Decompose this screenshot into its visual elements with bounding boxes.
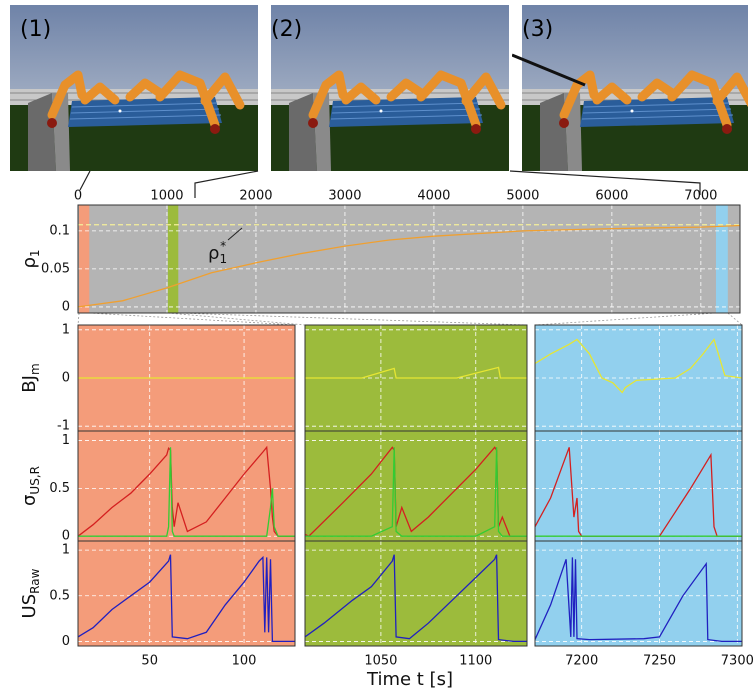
y-axis-label-sub: Raw [28, 568, 42, 593]
figure: (1) (2) (3) 0100020003000400050006000700… [0, 0, 753, 691]
y-axis-label: σUS,R [19, 466, 42, 506]
chart-panel: 0 0.5 1 σUS,R [19, 431, 295, 544]
plot-background [535, 431, 742, 541]
y-tick-label: 0 [62, 371, 70, 386]
x-tick-label: 0 [74, 189, 82, 204]
image-label: (1) [20, 17, 51, 42]
x-tick-label: 7200 [565, 654, 598, 669]
y-axis-label-main: BJ [19, 375, 40, 393]
y-axis-label-main: ρ [19, 257, 40, 268]
highlight-band [168, 205, 178, 313]
image-label: (3) [522, 17, 553, 42]
x-tick-label: 100 [232, 654, 257, 669]
highlight-band [79, 205, 89, 313]
x-tick-label: 7250 [643, 654, 676, 669]
y-axis-label-sub: US,R [28, 466, 42, 495]
y-axis-label-main: US [19, 594, 40, 619]
annotation-sup: * [220, 239, 226, 253]
chart-panel: 1050 1100 Time t [s] [305, 541, 527, 690]
y-tick-label: 0 [62, 634, 70, 649]
x-tick-label: 7000 [684, 189, 717, 204]
y-tick-label: 1 [62, 433, 70, 448]
plot-background [78, 541, 295, 646]
zoom-line [728, 313, 742, 325]
x-tick-label: 5000 [506, 189, 539, 204]
annotation: ρ1* [208, 239, 227, 266]
y-tick-label: -1 [57, 419, 70, 434]
zoom-line [78, 313, 79, 325]
annotation-text: ρ [208, 243, 219, 264]
y-tick-label: 0 [62, 299, 70, 314]
chart-panel [305, 325, 527, 431]
y-tick-label: 1 [62, 322, 70, 337]
y-axis-label: ρ1 [19, 249, 42, 268]
x-tick-label: 6000 [595, 189, 628, 204]
x-tick-label: 1100 [459, 654, 492, 669]
chart-panel: 50 100 0 0.5 1 USRaw [19, 541, 295, 669]
plot-background [535, 541, 742, 646]
chart-panel [535, 325, 742, 431]
y-tick-label: 0.1 [49, 223, 70, 238]
highlight-band [716, 205, 728, 313]
y-tick-label: 0.5 [49, 588, 70, 603]
x-tick-label: 1000 [150, 189, 183, 204]
zoom-line [178, 313, 527, 325]
chart-panel: 7200 7250 7300 [535, 541, 753, 669]
annotation-sub: 1 [219, 252, 227, 266]
x-tick-label: 7300 [721, 654, 753, 669]
x-axis-label: Time t [s] [366, 669, 453, 690]
chart-panel [305, 431, 527, 541]
x-tick-label: 3000 [328, 189, 361, 204]
y-tick-label: 0 [62, 529, 70, 544]
x-tick-label: 1050 [364, 654, 397, 669]
y-tick-label: 1 [62, 543, 70, 558]
y-axis-label-sub: m [28, 363, 42, 375]
x-tick-label: 50 [141, 654, 158, 669]
x-tick-label: 4000 [417, 189, 450, 204]
chart-panel: -1 0 1 BJm [19, 322, 295, 433]
y-axis-label-sub: 1 [28, 249, 42, 257]
zoom-line [168, 313, 305, 325]
zoom-line [535, 313, 716, 325]
plot-background [305, 541, 527, 646]
y-axis-label-main: σ [19, 495, 40, 506]
image-label: (2) [271, 17, 302, 42]
chart-panel [535, 431, 742, 541]
x-tick-label: 2000 [239, 189, 272, 204]
y-axis-label: BJm [19, 363, 42, 392]
y-tick-label: 0.05 [41, 261, 70, 276]
y-tick-label: 0.5 [49, 481, 70, 496]
y-axis-label: USRaw [19, 568, 42, 618]
scene-image [271, 5, 519, 171]
plot-background [78, 431, 295, 541]
